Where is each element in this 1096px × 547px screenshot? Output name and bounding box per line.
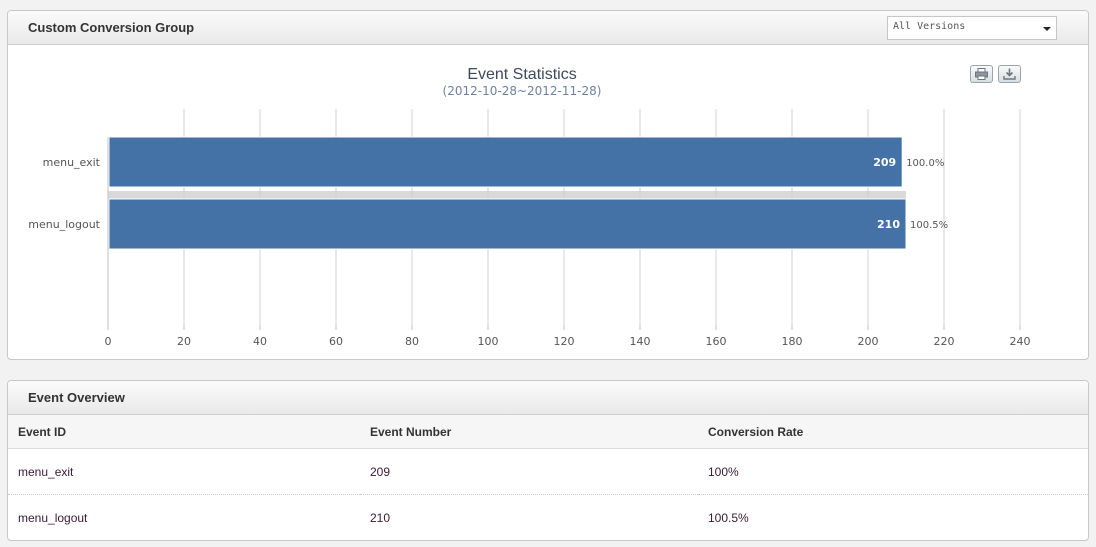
column-header-conversion-rate[interactable]: Conversion Rate — [698, 415, 1088, 449]
x-tick-label: 20 — [177, 335, 191, 348]
x-tick-label: 180 — [782, 335, 803, 348]
event-overview-table: Event ID Event Number Conversion Rate me… — [8, 415, 1088, 540]
table-header-row: Event ID Event Number Conversion Rate — [8, 415, 1088, 449]
x-tick-label: 100 — [478, 335, 499, 348]
percent-label: 100.5% — [910, 220, 948, 231]
export-button[interactable] — [998, 65, 1021, 83]
column-header-event-number[interactable]: Event Number — [360, 415, 698, 449]
event-statistics-chart: Event Statistics (2012-10-28~2012-11-28)… — [28, 66, 1031, 348]
x-tick-label: 160 — [706, 335, 727, 348]
plot-area: 0 20 40 60 80 100 120 140 160 180 200 220 240 menu_ex… — [28, 109, 1031, 348]
event-id-cell: menu_exit — [8, 448, 360, 495]
chart-title: Event Statistics — [467, 66, 576, 83]
printer-icon — [975, 68, 988, 80]
x-tick-label: 60 — [329, 335, 343, 348]
x-tick-label: 40 — [253, 335, 267, 348]
x-tick-label: 80 — [405, 335, 419, 348]
event-number-cell: 209 — [360, 448, 698, 495]
table-row[interactable]: menu_exit 209 100% — [8, 448, 1088, 495]
panel-header: Custom Conversion Group All Versions — [8, 11, 1088, 45]
table-row[interactable]: menu_logout 210 100.5% — [8, 495, 1088, 541]
print-button[interactable] — [970, 65, 993, 83]
event-id-cell: menu_logout — [18, 510, 88, 525]
chart-subtitle: (2012-10-28~2012-11-28) — [443, 84, 602, 98]
x-tick-label: 0 — [105, 335, 112, 348]
x-tick-label: 120 — [554, 335, 575, 348]
custom-conversion-group-panel: Custom Conversion Group All Versions Eve… — [7, 10, 1089, 360]
panel-title: Event Overview — [28, 390, 125, 405]
conversion-rate-cell: 100.5% — [708, 510, 749, 525]
conversion-rate-cell: 100% — [698, 448, 1088, 495]
column-header-event-id[interactable]: Event ID — [8, 415, 360, 449]
bar-value-label: 210 — [877, 218, 900, 231]
percent-label: 100.0% — [906, 158, 944, 169]
version-select[interactable]: All Versions — [887, 16, 1057, 40]
panel-header: Event Overview — [8, 381, 1088, 415]
x-tick-label: 220 — [934, 335, 955, 348]
event-number-cell: 210 — [370, 510, 391, 525]
x-tick-label: 200 — [858, 335, 879, 348]
version-select-value: All Versions — [893, 21, 966, 32]
panel-title: Custom Conversion Group — [28, 20, 195, 35]
download-icon — [1003, 68, 1016, 80]
bar — [108, 198, 907, 250]
x-tick-label: 240 — [1010, 335, 1031, 348]
bar-value-label: 209 — [873, 156, 896, 169]
x-tick-label: 140 — [630, 335, 651, 348]
category-label: menu_logout — [28, 218, 100, 231]
chevron-down-icon[interactable] — [1043, 27, 1051, 31]
event-overview-panel: Event Overview Event ID Event Number Con… — [7, 380, 1089, 541]
category-label: menu_exit — [43, 156, 101, 169]
bar — [108, 136, 903, 188]
